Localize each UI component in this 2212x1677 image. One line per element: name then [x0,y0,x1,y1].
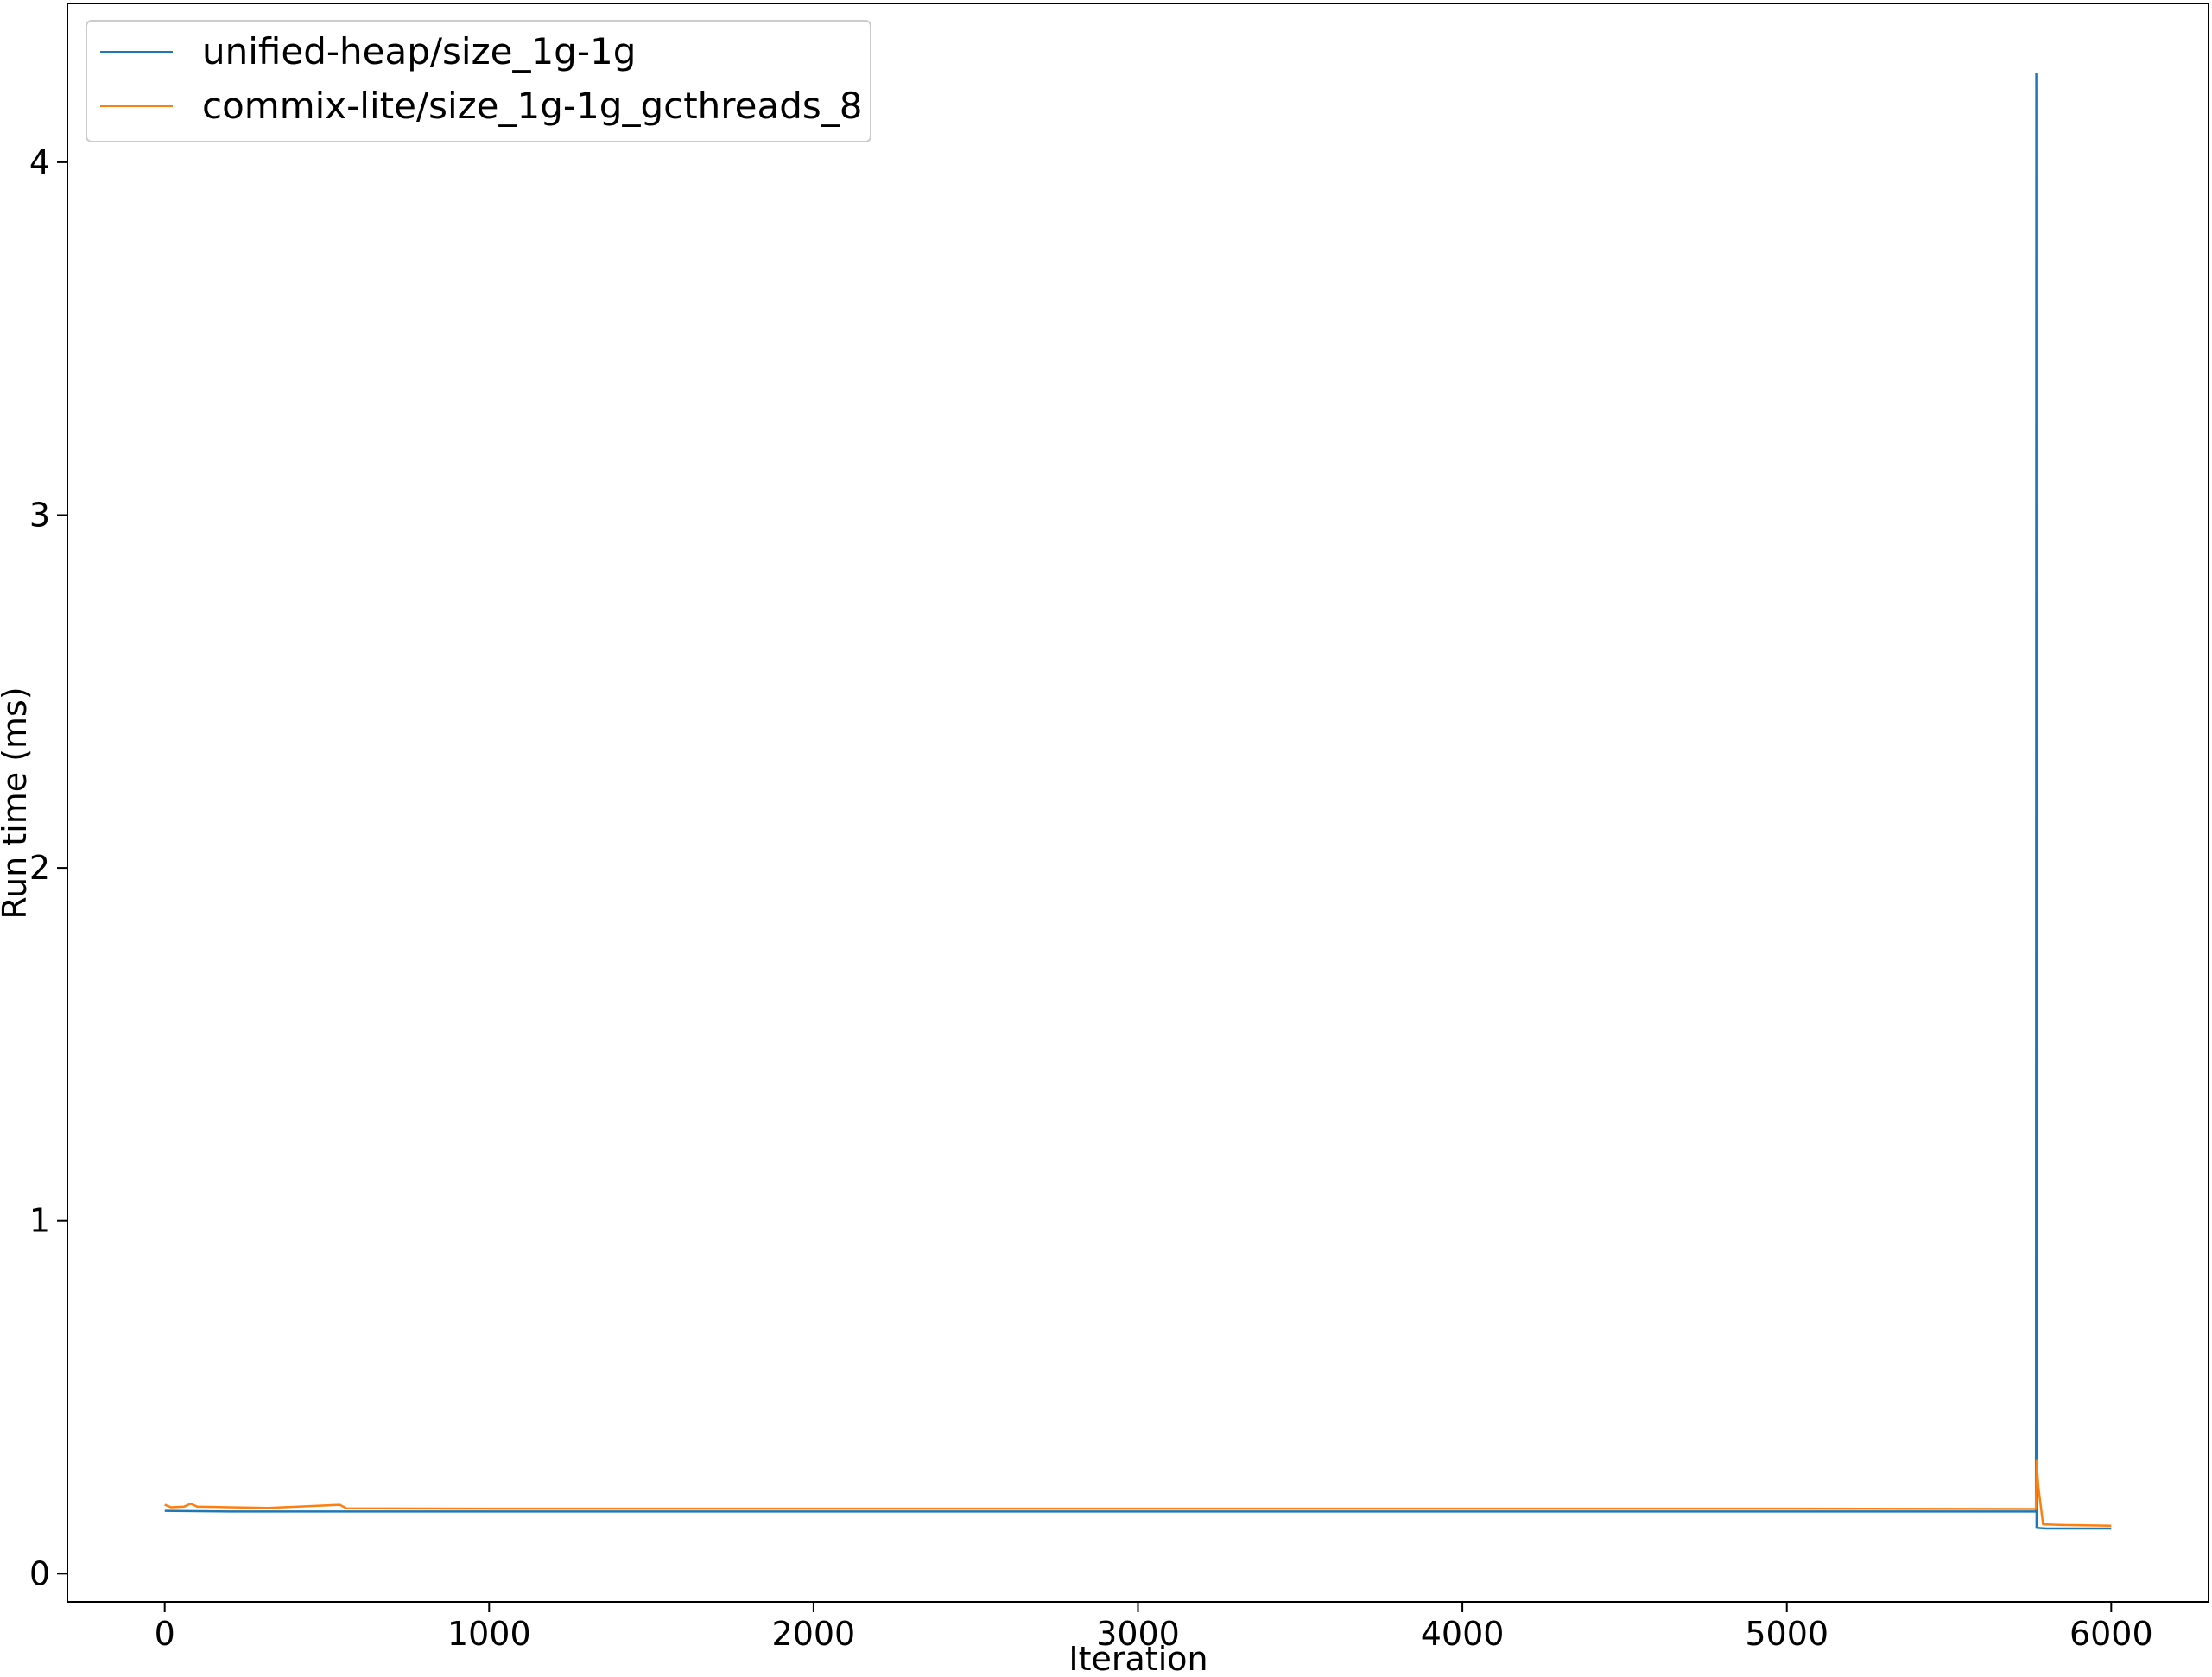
x-tick-label: 3000 [1096,1615,1180,1653]
series-line-unified-heap [164,73,2112,1530]
series-layer [164,73,2112,1530]
legend: unified-heap/size_1g-1g commix-lite/size… [86,20,871,142]
series-line-commix-lite [164,1459,2112,1527]
x-tick-label: 5000 [1745,1615,1829,1653]
y-tick-label: 3 [29,496,50,534]
x-tick-label: 2000 [772,1615,856,1653]
y-tick-label: 1 [29,1202,50,1240]
legend-label-unified-heap: unified-heap/size_1g-1g [202,30,636,73]
y-tick-label: 2 [29,849,50,887]
x-tick-label: 4000 [1421,1615,1505,1653]
x-tick-label: 6000 [2069,1615,2153,1653]
legend-label-commix-lite: commix-lite/size_1g-1g_gcthreads_8 [202,85,862,127]
y-axis-label: Run time (ms) [0,687,34,919]
legend-box [86,20,871,142]
ticks-layer: 0 1000 2000 3000 4000 5000 6000 0 1 2 3 4 [29,143,2153,1653]
x-tick-label: 0 [155,1615,175,1653]
x-tick-label: 1000 [447,1615,531,1653]
y-tick-label: 0 [29,1554,50,1592]
x-axis-label: Iteration [1068,1640,1207,1677]
y-tick-label: 4 [29,143,50,181]
